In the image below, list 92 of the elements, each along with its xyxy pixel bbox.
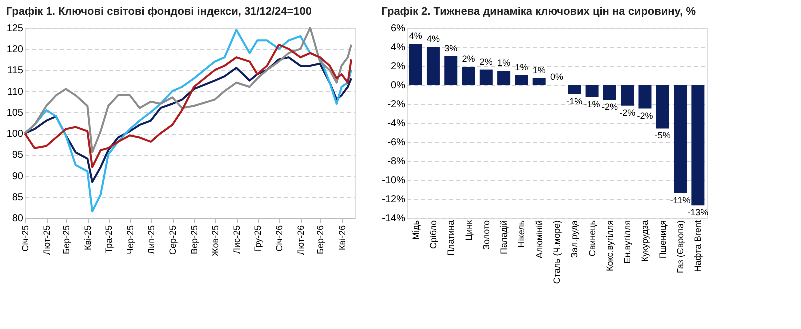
data-label: 0% [550, 72, 564, 82]
bar [462, 66, 476, 85]
y-tick-label: -14% [382, 214, 406, 224]
x-tick-label: Сталь (Ч.море) [552, 220, 562, 284]
bar [621, 85, 634, 106]
x-tick-label: Лип-25 [146, 226, 157, 254]
x-tick-label: Платина [446, 220, 456, 256]
chart-title: Графік 1. Ключові світові фондові індекси, 31/12/24=100 [6, 6, 312, 18]
x-tick-label: Алюміній [534, 220, 544, 259]
bar [586, 85, 599, 98]
data-label: -5% [654, 130, 671, 141]
chart-title: Графік 2. Тижнева динаміка ключових цін на сировину, % [382, 6, 696, 18]
x-tick-label: Нафта Brent [693, 220, 704, 272]
y-tick-label: 6% [391, 24, 406, 34]
y-tick-label: 2% [391, 62, 406, 72]
y-tick-label: -10% [382, 176, 406, 186]
x-tick-label: Гру-25 [253, 226, 264, 252]
bar [444, 56, 458, 85]
x-tick-label: Лис-25 [232, 226, 242, 254]
x-tick-label: Золото [481, 220, 492, 250]
bar [498, 71, 511, 85]
bar [638, 85, 652, 109]
x-tick-label: Газ (Європа) [676, 220, 686, 274]
x-tick-label: Бер-25 [62, 226, 72, 254]
x-tick-label: Нікель [516, 220, 527, 248]
data-label: -1% [584, 99, 600, 110]
bar [426, 47, 440, 85]
data-label: 4% [409, 31, 422, 42]
bar [515, 76, 528, 85]
line-series [24, 27, 353, 154]
y-tick-label: 85 [12, 192, 24, 204]
x-tick-label: Зал.руда [570, 220, 580, 258]
bar [568, 85, 582, 94]
x-tick-label: Ен.вугілля [622, 220, 633, 264]
y-tick-label: -2% [388, 100, 406, 110]
y-tick-label: -4% [388, 118, 406, 130]
y-tick-label: 125 [6, 24, 24, 34]
y-tick-label: 80 [12, 214, 24, 224]
bar [480, 70, 493, 85]
x-tick-label: Січ-25 [20, 226, 30, 252]
x-tick-label: Пшениця [658, 220, 668, 260]
bar [603, 85, 616, 100]
x-tick-label: Цинк [464, 220, 474, 242]
x-tick-label: Мідь [410, 220, 421, 240]
data-label: 1% [515, 62, 528, 72]
x-tick-label: Кокс.вугілля [604, 220, 615, 272]
x-tick-label: Срібло [428, 220, 438, 250]
x-tick-label: Свинець [587, 220, 598, 257]
data-label: -1% [566, 96, 583, 106]
data-label: -2% [620, 108, 636, 118]
line-series [24, 56, 353, 184]
y-tick-label: 105 [6, 108, 24, 119]
x-tick-label: Паладій [499, 220, 510, 255]
data-label: -11% [670, 195, 691, 206]
y-tick-label: 100 [6, 129, 24, 140]
data-label: 3% [444, 44, 458, 54]
data-label: -2% [602, 102, 618, 112]
bar [674, 85, 688, 194]
y-tick-label: -6% [388, 138, 406, 148]
data-label: -2% [637, 110, 654, 121]
data-label: 4% [426, 34, 440, 44]
data-label: 2% [480, 56, 493, 67]
y-tick-label: 90 [12, 171, 24, 182]
bar [656, 85, 670, 129]
bar [532, 78, 546, 85]
x-tick-label: Кві-26 [337, 226, 348, 251]
y-tick-label: 110 [8, 86, 24, 98]
y-tick-label: 95 [12, 150, 24, 162]
y-tick-label: 0% [391, 80, 406, 92]
y-tick-label: -12% [382, 194, 406, 206]
data-label: 2% [462, 54, 476, 64]
x-tick-label: Чер-25 [126, 226, 136, 255]
x-tick-label: Лют-25 [42, 226, 52, 256]
x-tick-label: Кві-25 [83, 226, 94, 251]
y-tick-label: -8% [388, 156, 406, 168]
x-tick-label: Лют-26 [296, 226, 306, 256]
data-label: -13% [688, 208, 709, 218]
bar [692, 85, 705, 206]
x-tick-label: Тра-25 [104, 226, 114, 254]
data-label: 1% [498, 58, 511, 68]
y-tick-label: 115 [8, 66, 24, 77]
data-label: 1% [532, 65, 546, 76]
x-tick-label: Жов-25 [210, 226, 221, 257]
x-tick-label: Січ-26 [274, 226, 285, 252]
bar [409, 44, 422, 85]
x-tick-label: Кукурудза [640, 220, 650, 262]
x-tick-label: Вер-25 [190, 226, 200, 255]
line-series [24, 44, 353, 168]
y-tick-label: 120 [6, 44, 24, 56]
y-tick-label: 4% [391, 42, 406, 54]
x-tick-label: Бер-26 [316, 226, 326, 254]
x-tick-label: Сер-25 [168, 226, 178, 256]
